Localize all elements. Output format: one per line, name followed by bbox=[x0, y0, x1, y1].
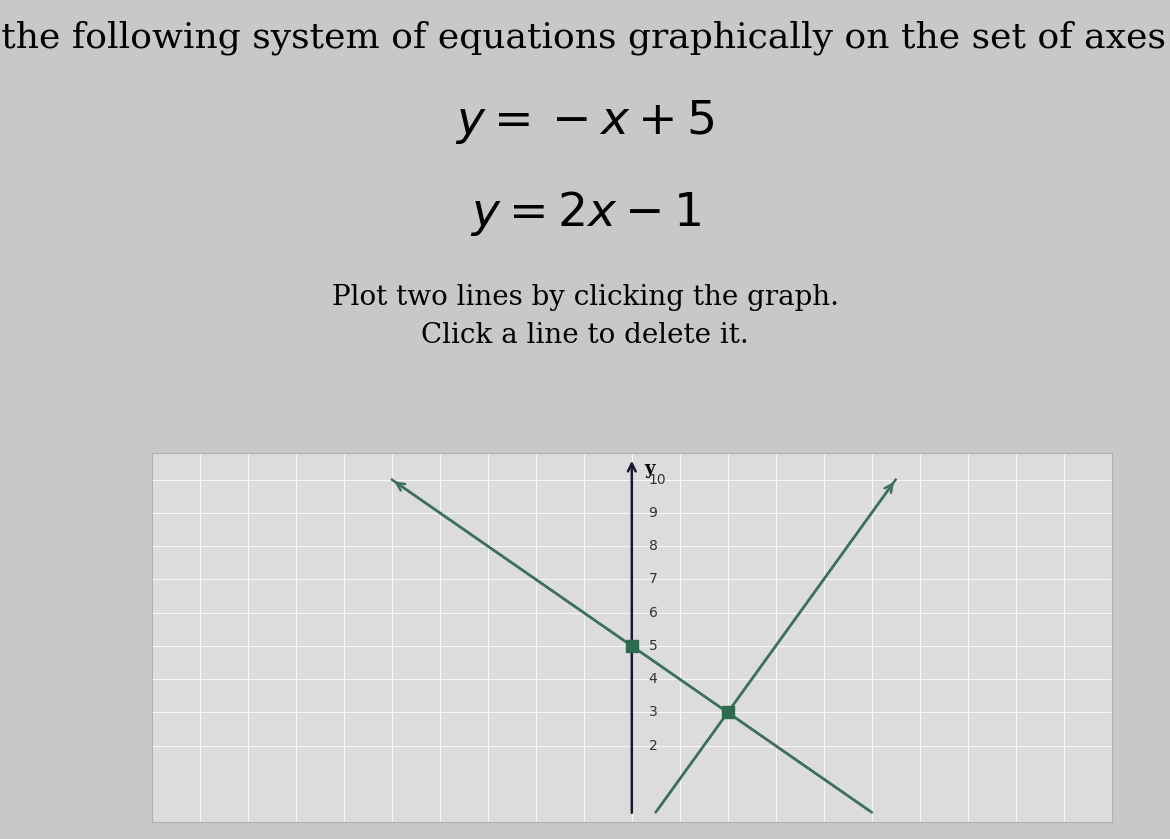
Text: 5: 5 bbox=[648, 639, 658, 653]
Text: 8: 8 bbox=[648, 539, 658, 553]
Text: $y = -x + 5$: $y = -x + 5$ bbox=[455, 97, 715, 146]
Text: 9: 9 bbox=[648, 506, 658, 520]
Text: $y = 2x - 1$: $y = 2x - 1$ bbox=[469, 190, 701, 238]
Text: ve the following system of equations graphically on the set of axes be: ve the following system of equations gra… bbox=[0, 21, 1170, 55]
Text: Click a line to delete it.: Click a line to delete it. bbox=[421, 322, 749, 349]
Text: 2: 2 bbox=[648, 738, 658, 753]
Text: y: y bbox=[644, 460, 654, 477]
Text: 7: 7 bbox=[648, 572, 658, 586]
Text: 6: 6 bbox=[648, 606, 658, 620]
Text: Plot two lines by clicking the graph.: Plot two lines by clicking the graph. bbox=[331, 284, 839, 311]
Point bbox=[622, 639, 641, 653]
Text: 4: 4 bbox=[648, 672, 658, 686]
Text: 10: 10 bbox=[648, 472, 666, 487]
Text: 3: 3 bbox=[648, 706, 658, 720]
Point bbox=[718, 706, 737, 719]
